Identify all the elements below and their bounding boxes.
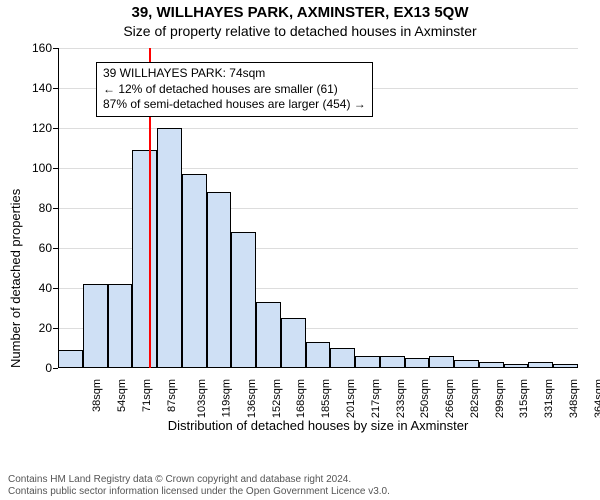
x-tick-label: 136sqm xyxy=(246,379,258,418)
y-tick-label: 40 xyxy=(0,281,52,295)
y-tick xyxy=(53,368,58,369)
x-tick-label: 71sqm xyxy=(141,379,153,412)
x-tick-label: 217sqm xyxy=(370,379,382,418)
y-tick-label: 100 xyxy=(0,161,52,175)
x-tick-label: 168sqm xyxy=(296,379,308,418)
y-tick xyxy=(53,168,58,169)
histogram-bar xyxy=(330,348,355,368)
y-tick xyxy=(53,328,58,329)
x-tick-label: 119sqm xyxy=(221,379,233,417)
y-tick xyxy=(53,48,58,49)
chart-area: 39 WILLHAYES PARK: 74sqm ← 12% of detach… xyxy=(58,48,578,418)
annotation-box: 39 WILLHAYES PARK: 74sqm ← 12% of detach… xyxy=(96,62,373,117)
y-tick xyxy=(53,88,58,89)
x-tick-label: 315sqm xyxy=(518,379,530,418)
histogram-bar xyxy=(454,360,479,368)
page-title: 39, WILLHAYES PARK, AXMINSTER, EX13 5QW xyxy=(0,0,600,21)
x-tick-label: 299sqm xyxy=(494,379,506,418)
histogram-bar xyxy=(429,356,454,368)
y-tick-label: 60 xyxy=(0,241,52,255)
histogram-bar xyxy=(207,192,232,368)
x-tick-label: 348sqm xyxy=(568,379,580,418)
histogram-bar xyxy=(380,356,405,368)
histogram-bar xyxy=(132,150,157,368)
histogram-bar xyxy=(504,364,529,368)
histogram-bar xyxy=(58,350,83,368)
histogram-bar xyxy=(553,364,578,368)
histogram-bar xyxy=(231,232,256,368)
footnote-line-1: Contains HM Land Registry data © Crown c… xyxy=(8,474,390,486)
y-tick-label: 140 xyxy=(0,81,52,95)
y-tick-label: 80 xyxy=(0,201,52,215)
annotation-line-2: ← 12% of detached houses are smaller (61… xyxy=(103,82,366,98)
x-tick-label: 201sqm xyxy=(345,379,357,418)
y-tick xyxy=(53,288,58,289)
x-tick-label: 233sqm xyxy=(395,379,407,418)
x-tick-label: 185sqm xyxy=(320,379,332,418)
footnote-line-2: Contains public sector information licen… xyxy=(8,486,390,498)
annotation-line-1: 39 WILLHAYES PARK: 74sqm xyxy=(103,66,366,82)
y-tick-label: 0 xyxy=(0,361,52,375)
histogram-bar xyxy=(157,128,182,368)
histogram-bar xyxy=(528,362,553,368)
histogram-bar xyxy=(108,284,133,368)
footnote: Contains HM Land Registry data © Crown c… xyxy=(8,474,390,498)
histogram-bar xyxy=(281,318,306,368)
y-tick-label: 20 xyxy=(0,321,52,335)
histogram-bar xyxy=(479,362,504,368)
x-tick-label: 152sqm xyxy=(271,379,283,418)
y-tick xyxy=(53,208,58,209)
x-axis-label: Distribution of detached houses by size … xyxy=(58,418,578,433)
annotation-line-3: 87% of semi-detached houses are larger (… xyxy=(103,97,366,113)
histogram-bar xyxy=(83,284,108,368)
x-tick-label: 54sqm xyxy=(116,379,128,412)
x-tick-label: 331sqm xyxy=(543,379,555,418)
histogram-bar xyxy=(182,174,207,368)
y-tick-label: 160 xyxy=(0,41,52,55)
x-tick-label: 250sqm xyxy=(419,379,431,418)
x-tick-label: 282sqm xyxy=(469,379,481,418)
x-tick-label: 87sqm xyxy=(166,379,178,412)
histogram-bar xyxy=(405,358,430,368)
y-tick-label: 120 xyxy=(0,121,52,135)
x-tick-label: 38sqm xyxy=(91,379,103,412)
x-tick-label: 103sqm xyxy=(197,379,209,418)
chart-subtitle: Size of property relative to detached ho… xyxy=(0,21,600,39)
x-tick-label: 364sqm xyxy=(593,379,600,418)
y-tick xyxy=(53,128,58,129)
y-tick xyxy=(53,248,58,249)
histogram-bar xyxy=(256,302,281,368)
y-axis-label: Number of detached properties xyxy=(8,189,23,368)
histogram-bar xyxy=(306,342,331,368)
x-tick-label: 266sqm xyxy=(444,379,456,418)
histogram-bar xyxy=(355,356,380,368)
